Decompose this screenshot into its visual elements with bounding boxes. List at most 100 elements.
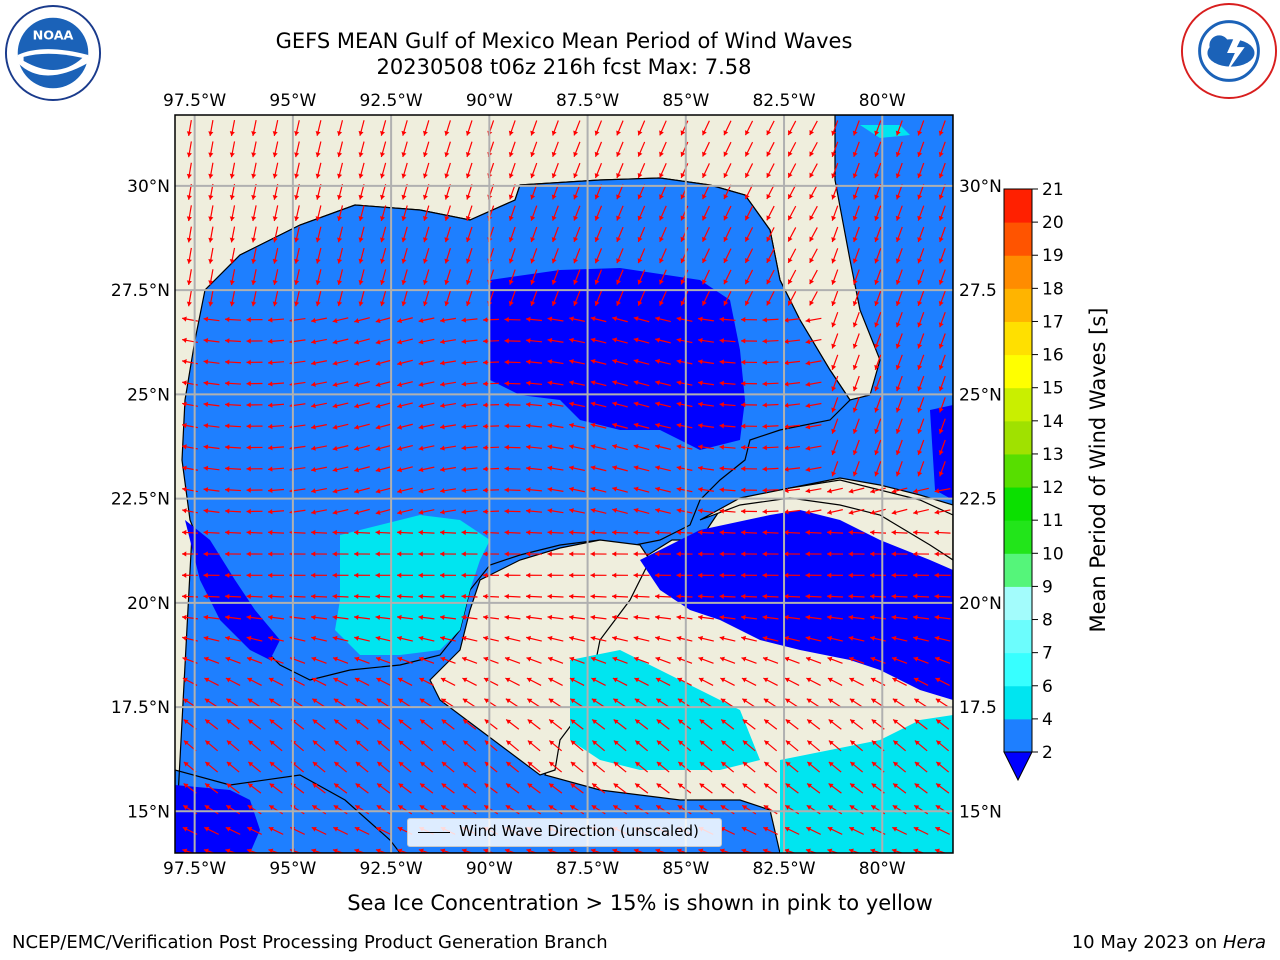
wind-arrow-head [203,487,209,493]
wind-arrow-head [205,740,211,746]
wind-arrow-head [483,317,488,323]
wind-arrow-head [527,761,533,767]
wind-arrow-head [354,614,359,620]
wind-arrow-head [938,301,944,306]
colorbar-segment [1004,619,1032,654]
wind-arrow-head [914,740,920,746]
colorbar-segment [1004,288,1032,322]
wind-arrow-head [526,508,531,514]
wind-arrow-head [569,316,574,322]
wind-arrow-head [526,465,531,471]
wind-arrow-head [530,151,536,157]
wind-arrow-head [354,403,360,409]
wind-arrow-head [850,740,856,746]
wind-arrow-head [444,173,450,179]
wind-arrow-head [547,359,553,365]
wind-arrow-head [852,151,858,157]
wind-arrow-head [874,386,880,392]
wind-arrow-head [547,551,552,557]
wind-arrow-head [268,529,273,536]
wind-arrow-head [934,572,939,578]
wind-arrow-head [852,215,858,221]
wind-arrow-head [762,445,767,451]
wind-arrow-head [332,509,338,515]
wind-arrow-head [183,719,189,725]
wind-arrow-head [397,467,403,473]
wind-arrow-head [229,237,235,243]
wind-arrow-head [332,635,338,641]
wind-arrow-head [590,316,596,322]
wind-arrow-head [440,635,445,641]
wind-arrow-head [917,343,923,349]
wind-arrow-head [913,572,918,578]
wind-arrow-head [917,279,923,285]
wind-arrow-head [569,359,574,365]
wind-arrow-head [225,508,230,514]
wind-arrow-head [870,509,876,515]
wind-arrow-head [397,572,402,578]
wind-arrow-head [440,572,445,578]
wind-arrow-head [656,783,662,789]
wind-arrow-head [422,173,428,179]
wind-arrow-head [741,380,746,387]
wind-arrow-head [354,572,359,578]
wind-arrow-head [526,487,531,493]
wind-arrow-head [676,572,681,578]
wind-arrow-head [355,698,361,704]
wind-arrow-head [592,761,598,767]
wind-arrow-head [332,848,338,853]
wind-arrow-head [805,424,811,430]
map-frame [174,114,954,854]
arrow-legend: Wind Wave Direction (unscaled) [407,818,722,847]
wind-arrow-head [785,719,791,725]
wind-arrow-head [633,465,639,471]
wind-arrow-head [294,173,300,179]
wind-arrow-head [870,529,875,536]
wind-arrow-head [852,173,858,179]
wind-arrow-head [698,380,703,386]
wind-arrow-head [741,423,746,429]
wind-arrow-head [311,466,316,473]
wind-arrow-head [831,364,837,370]
wind-arrow-head [914,805,920,810]
wind-arrow-head [377,761,383,767]
wind-arrow-head [590,593,595,600]
wind-arrow-head [463,740,469,746]
wind-arrow-head [484,783,490,789]
wind-arrow-head [526,635,531,641]
wind-arrow-head [766,194,772,200]
wind-arrow-head [375,403,381,409]
wind-arrow-head [914,719,920,725]
wind-arrow-head [569,677,575,683]
wind-arrow-head [419,805,425,810]
wind-arrow-head [248,740,254,746]
wind-arrow-head [251,258,257,264]
wind-arrow-head [895,194,901,200]
wind-arrow-head [720,805,726,810]
wind-arrow-head [251,301,257,307]
wind-arrow-head [938,322,944,328]
wind-arrow-head [526,593,531,600]
wind-arrow-head [612,848,618,853]
wind-arrow-head [612,380,618,386]
wind-arrow-head [745,279,750,285]
wind-arrow-head [483,593,488,600]
wind-arrow-head [891,529,896,536]
wind-arrow-head [616,300,621,306]
wind-arrow-head [461,572,466,578]
wind-arrow-head [225,359,230,365]
wind-arrow-head [655,444,660,450]
wind-arrow-head [745,151,750,157]
wind-arrow-head [805,572,810,578]
wind-arrow-head [807,719,813,725]
wind-arrow-head [569,465,574,471]
wind-arrow-head [590,380,596,386]
wind-arrow-head [784,593,789,600]
wind-arrow-head [612,529,617,536]
wind-arrow-head [354,509,360,515]
wind-arrow-head [741,635,746,641]
wind-arrow-head [248,761,254,767]
wind-arrow-head [461,381,467,387]
colorbar-tick-label: 7 [1042,644,1053,664]
wind-arrow-head [594,151,600,157]
